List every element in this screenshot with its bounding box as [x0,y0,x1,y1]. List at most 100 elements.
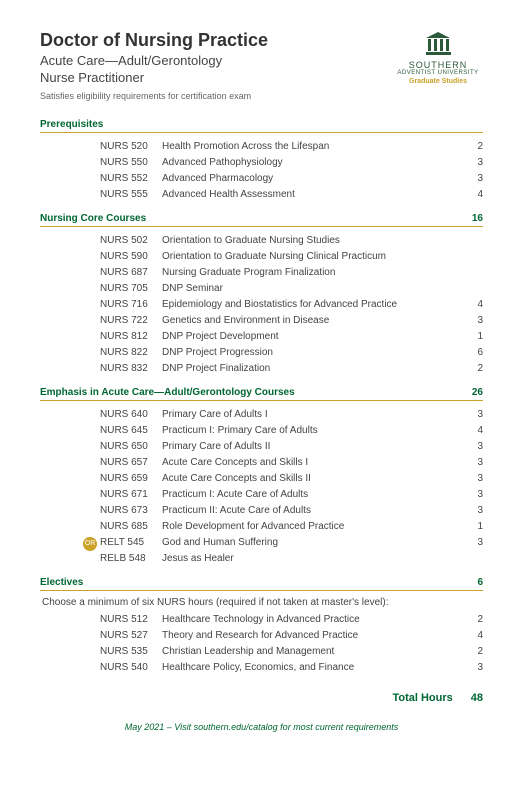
course-credits: 3 [463,471,483,487]
course-code: NURS 590 [100,249,162,265]
course-code: NURS 687 [100,265,162,281]
course-row: NURS 552Advanced Pharmacology3 [40,171,483,187]
course-row: NURS 590Orientation to Graduate Nursing … [40,249,483,265]
course-name: Acute Care Concepts and Skills I [162,455,463,471]
course-name: DNP Seminar [162,281,463,297]
course-credits: 3 [463,313,483,329]
total-hours-row: Total Hours 48 [40,692,483,704]
course-name: Genetics and Environment in Disease [162,313,463,329]
course-row: NURS 685Role Development for Advanced Pr… [40,519,483,535]
course-code: NURS 650 [100,439,162,455]
course-code: NURS 705 [100,281,162,297]
course-credits: 3 [463,660,483,676]
course-code: NURS 722 [100,313,162,329]
course-name: Advanced Pharmacology [162,171,463,187]
course-name: Practicum II: Acute Care of Adults [162,503,463,519]
logo-icon [420,30,456,58]
course-credits: 2 [463,139,483,155]
course-code: NURS 685 [100,519,162,535]
course-name: DNP Project Progression [162,345,463,361]
course-credits: 4 [463,423,483,439]
course-name: Nursing Graduate Program Finalization [162,265,463,281]
course-code: NURS 822 [100,345,162,361]
course-name: DNP Project Development [162,329,463,345]
course-row: NURS 716Epidemiology and Biostatistics f… [40,297,483,313]
section-note: Choose a minimum of six NURS hours (requ… [42,597,483,608]
course-row: NURS 502Orientation to Graduate Nursing … [40,233,483,249]
course-name: Advanced Health Assessment [162,187,463,203]
course-name: Advanced Pathophysiology [162,155,463,171]
course-code: NURS 540 [100,660,162,676]
course-name: Orientation to Graduate Nursing Clinical… [162,249,463,265]
logo-text-1: SOUTHERN [393,60,483,70]
course-credits: 1 [463,329,483,345]
course-code: NURS 673 [100,503,162,519]
course-credits: 2 [463,612,483,628]
course-code: NURS 535 [100,644,162,660]
course-row: NURS 540Healthcare Policy, Economics, an… [40,660,483,676]
course-row: NURS 520Health Promotion Across the Life… [40,139,483,155]
course-code: NURS 657 [100,455,162,471]
course-credits: 1 [463,519,483,535]
course-code: NURS 812 [100,329,162,345]
logo-text-3: Graduate Studies [393,78,483,85]
section-total: 6 [477,577,483,588]
course-code: NURS 832 [100,361,162,377]
course-row: NURS 659Acute Care Concepts and Skills I… [40,471,483,487]
course-credits: 4 [463,187,483,203]
page-header: Doctor of Nursing Practice Acute Care—Ad… [40,30,483,101]
course-name: Primary Care of Adults II [162,439,463,455]
or-badge: OR [83,537,97,551]
course-code: NURS 645 [100,423,162,439]
course-name: Theory and Research for Advanced Practic… [162,628,463,644]
course-row: NURS 832DNP Project Finalization2 [40,361,483,377]
course-credits: 2 [463,361,483,377]
eligibility-note: Satisfies eligibility requirements for c… [40,91,393,101]
course-name: Practicum I: Primary Care of Adults [162,423,463,439]
course-row: ORRELT 545God and Human Suffering3 [40,535,483,551]
course-credits: 3 [463,535,483,551]
course-code: NURS 512 [100,612,162,628]
course-row: NURS 705DNP Seminar [40,281,483,297]
logo-text-2: ADVENTIST UNIVERSITY [393,70,483,76]
or-cell: OR [40,537,100,551]
section-label: Electives [40,577,83,588]
course-row: NURS 640Primary Care of Adults I3 [40,407,483,423]
course-row: NURS 550Advanced Pathophysiology3 [40,155,483,171]
course-row: NURS 671Practicum I: Acute Care of Adult… [40,487,483,503]
section-header: Electives 6 [40,577,483,591]
course-sections: Prerequisites NURS 520Health Promotion Ac… [40,119,483,676]
course-code: RELB 548 [100,551,162,567]
course-name: Epidemiology and Biostatistics for Advan… [162,297,463,313]
course-code: NURS 671 [100,487,162,503]
course-name: Primary Care of Adults I [162,407,463,423]
course-name: Christian Leadership and Management [162,644,463,660]
section-label: Nursing Core Courses [40,213,146,224]
course-name: Practicum I: Acute Care of Adults [162,487,463,503]
course-row: NURS 645Practicum I: Primary Care of Adu… [40,423,483,439]
course-name: Health Promotion Across the Lifespan [162,139,463,155]
course-code: NURS 659 [100,471,162,487]
course-name: God and Human Suffering [162,535,463,551]
course-row: NURS 673Practicum II: Acute Care of Adul… [40,503,483,519]
course-credits: 4 [463,628,483,644]
section-header: Emphasis in Acute Care—Adult/Gerontology… [40,387,483,401]
course-row: NURS 722Genetics and Environment in Dise… [40,313,483,329]
course-name: Orientation to Graduate Nursing Studies [162,233,463,249]
course-row: NURS 512Healthcare Technology in Advance… [40,612,483,628]
course-row: RELB 548Jesus as Healer [40,551,483,567]
course-name: Healthcare Technology in Advanced Practi… [162,612,463,628]
course-name: DNP Project Finalization [162,361,463,377]
section-header: Prerequisites [40,119,483,133]
course-name: Jesus as Healer [162,551,463,567]
course-code: NURS 555 [100,187,162,203]
course-row: NURS 535Christian Leadership and Managem… [40,644,483,660]
course-name: Healthcare Policy, Economics, and Financ… [162,660,463,676]
course-credits: 6 [463,345,483,361]
course-code: NURS 527 [100,628,162,644]
section-total: 26 [472,387,483,398]
course-name: Role Development for Advanced Practice [162,519,463,535]
course-code: NURS 520 [100,139,162,155]
course-row: NURS 527Theory and Research for Advanced… [40,628,483,644]
title-block: Doctor of Nursing Practice Acute Care—Ad… [40,30,393,101]
